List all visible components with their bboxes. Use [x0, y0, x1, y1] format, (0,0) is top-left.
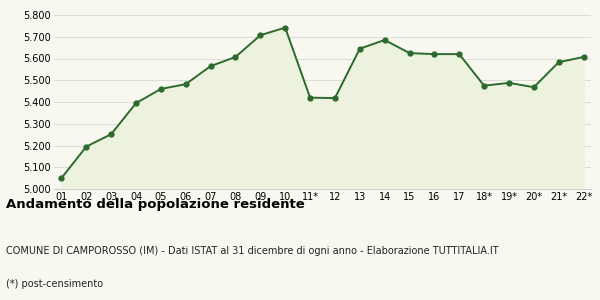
Text: Andamento della popolazione residente: Andamento della popolazione residente — [6, 198, 305, 211]
Text: (*) post-censimento: (*) post-censimento — [6, 279, 103, 289]
Text: COMUNE DI CAMPOROSSO (IM) - Dati ISTAT al 31 dicembre di ogni anno - Elaborazion: COMUNE DI CAMPOROSSO (IM) - Dati ISTAT a… — [6, 246, 499, 256]
